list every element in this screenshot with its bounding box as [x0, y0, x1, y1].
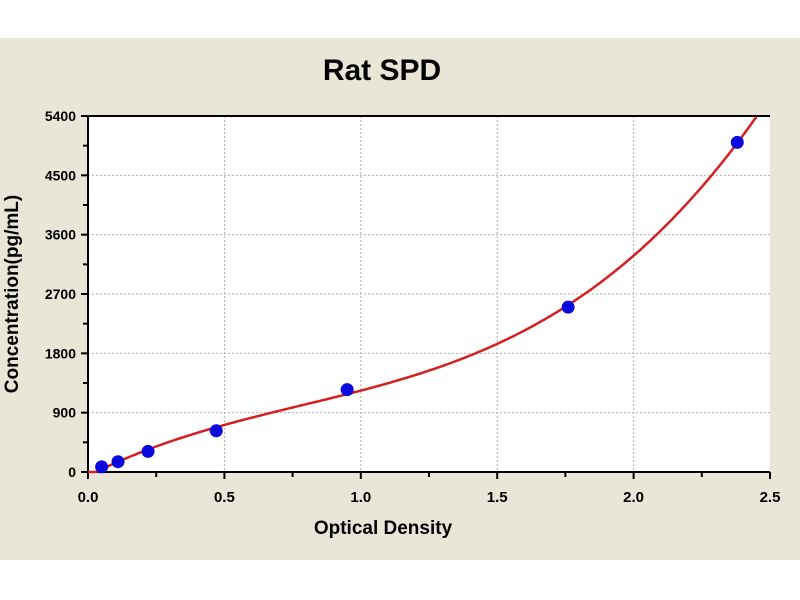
y-tick-label: 1800	[45, 345, 76, 361]
x-tick-label: 1.5	[487, 489, 508, 506]
x-axis-label: Optical Density	[314, 518, 453, 539]
data-point	[111, 455, 125, 469]
data-point	[95, 460, 109, 474]
x-tick-label: 0.5	[214, 489, 235, 506]
data-point	[209, 424, 223, 438]
fit-curve	[88, 116, 758, 474]
y-tick-label: 5400	[45, 108, 76, 124]
y-tick-label: 900	[53, 405, 77, 421]
y-tick-label: 3600	[45, 227, 76, 243]
x-tick-label: 2.5	[760, 489, 781, 506]
data-point	[141, 444, 155, 458]
y-tick-label: 0	[68, 464, 76, 480]
chart-title: Rat SPD	[323, 54, 441, 87]
y-axis-label: Concentration(pg/mL)	[2, 195, 23, 393]
data-point	[730, 135, 744, 149]
y-tick-label: 2700	[45, 286, 76, 302]
x-tick-label: 1.0	[350, 489, 371, 506]
x-tick-label: 0.0	[78, 489, 99, 506]
data-point	[340, 383, 354, 397]
data-point	[561, 300, 575, 314]
x-tick-label: 2.0	[623, 489, 644, 506]
y-tick-label: 4500	[45, 167, 76, 183]
